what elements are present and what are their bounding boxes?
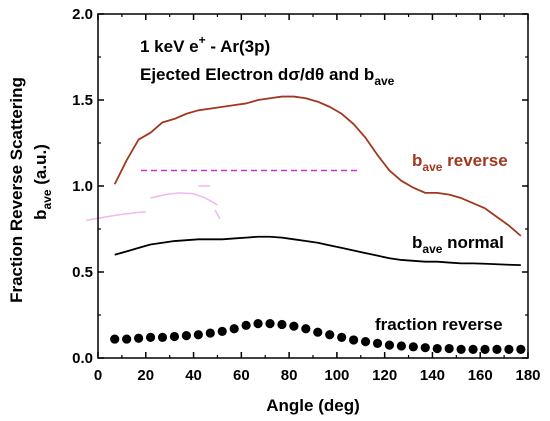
fraction-reverse-point — [217, 326, 227, 336]
fraction-reverse-point — [349, 335, 359, 345]
faint-arc — [150, 192, 218, 206]
fraction-reverse-point — [241, 320, 251, 330]
fraction-reverse-point — [492, 344, 502, 354]
x-tick-label: 40 — [185, 367, 202, 384]
fraction-reverse-point — [468, 344, 478, 354]
y-axis-title-line1: Fraction Reverse Scattering — [7, 77, 26, 303]
faint-arc-marks — [85, 185, 221, 222]
x-tick-label: 160 — [468, 367, 493, 384]
fraction-reverse-point — [480, 344, 490, 354]
x-axis-title: Angle (deg) — [266, 396, 360, 415]
series-layer — [110, 95, 526, 354]
y-tick-label: 0.5 — [72, 264, 93, 281]
x-tick-label: 60 — [233, 367, 250, 384]
fraction-reverse-point — [396, 341, 406, 351]
fraction-reverse-point — [408, 342, 418, 352]
fraction-reverse-point — [229, 324, 239, 334]
faint-arc — [85, 211, 146, 222]
series-line-0 — [113, 95, 522, 237]
series-label-bave-normal: bave normal — [412, 233, 504, 256]
chart-title-line2: Ejected Electron dσ/dθ and bave — [140, 65, 395, 88]
fraction-reverse-point — [516, 344, 526, 354]
fraction-reverse-point — [205, 328, 215, 338]
fraction-reverse-point — [157, 332, 168, 342]
fraction-reverse-point — [384, 340, 395, 350]
fraction-reverse-point — [325, 330, 335, 340]
x-tick-label: 180 — [515, 367, 540, 384]
y-tick-label: 1.0 — [72, 178, 93, 195]
fraction-reverse-point — [265, 319, 275, 329]
series-label-bave-reverse: bave reverse — [412, 151, 508, 174]
fraction-reverse-point — [360, 337, 371, 347]
fraction-reverse-point — [504, 344, 514, 354]
fraction-reverse-point — [193, 330, 203, 340]
y-tick-label: 1.5 — [72, 92, 93, 109]
fraction-reverse-point — [420, 343, 430, 353]
fraction-reverse-point — [456, 344, 466, 354]
x-tick-label: 20 — [137, 367, 154, 384]
fraction-reverse-point — [145, 332, 156, 342]
y-tick-label: 2.0 — [72, 6, 93, 23]
fraction-reverse-point — [444, 343, 454, 354]
fraction-reverse-point — [181, 331, 191, 341]
fraction-reverse-point — [289, 321, 299, 331]
x-tick-label: 80 — [281, 367, 298, 384]
series-line-1 — [114, 235, 521, 267]
fraction-reverse-point — [277, 319, 287, 330]
x-tick-label: 0 — [94, 367, 102, 384]
fraction-reverse-point — [169, 331, 180, 342]
axis-ticks: 0 20 40 60 80 100 120 140 160 180 0.0 0.5 1.0 1.5 2.0 — [72, 6, 540, 384]
fraction-reverse-point — [110, 334, 120, 344]
x-tick-label: 100 — [324, 367, 349, 384]
fraction-reverse-point — [313, 327, 323, 337]
fraction-reverse-point — [337, 332, 347, 342]
fraction-reverse-point — [432, 343, 442, 354]
x-tick-label: 140 — [420, 367, 445, 384]
fraction-reverse-point — [301, 324, 311, 334]
chart-title-line1: 1 keV e+ - Ar(3p) — [140, 33, 270, 56]
series-label-fraction-reverse: fraction reverse — [375, 315, 503, 334]
fraction-reverse-point — [372, 338, 383, 348]
faint-arc — [214, 209, 221, 220]
fraction-reverse-point — [253, 319, 263, 329]
x-tick-label: 120 — [372, 367, 397, 384]
y-axis-title-line2: bave (a.u.) — [31, 144, 54, 220]
fraction-reverse-point — [122, 334, 132, 344]
y-tick-label: 0.0 — [72, 350, 93, 367]
fraction-reverse-point — [134, 333, 144, 343]
